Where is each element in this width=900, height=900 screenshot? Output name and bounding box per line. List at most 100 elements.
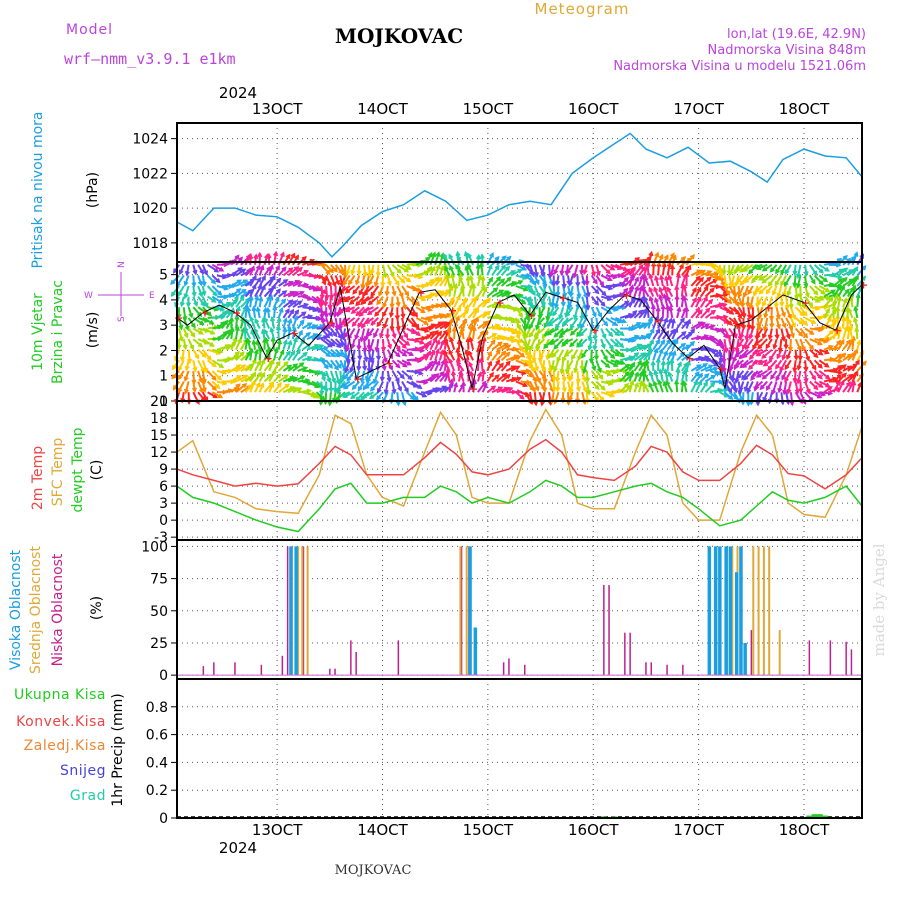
wind-arrow-head [534,335,539,342]
wind-arrow-head [498,362,504,368]
wind-arrow-head [268,294,274,300]
wind-arrow [552,306,560,316]
low-cloud-bar [334,668,336,676]
high-cloud-bar [289,546,293,676]
wind-arrow [614,338,624,348]
meteogram-title: Meteogram [535,0,630,18]
mid-cloud-bar [731,546,734,676]
wind-arrow-head [429,330,435,337]
wind-arrow [832,268,844,277]
wind-arrow-head [178,269,184,276]
wind-arrow [548,306,555,317]
wind-arrow-head [558,333,564,339]
wind-arrow [600,349,608,361]
wind-arrow [244,384,253,393]
wind-arrow [424,361,434,372]
temperature-ytick-21: 21 [150,394,168,410]
wind-arrow-head [677,361,682,367]
wind-arrow [254,254,258,265]
wind-arrow [744,274,754,284]
wind-arrow [794,338,802,351]
wind-arrow [595,370,604,380]
wind-arrow-head [674,284,680,291]
wind-arrow-head [669,264,676,270]
wind-arrow [794,381,799,394]
wind-arrow-head [492,287,499,293]
wind-arrow-head [729,309,735,315]
precip-ytick-0.4: 0.4 [146,755,168,771]
high-cloud-bar [734,572,739,676]
wind-arrow [676,317,685,330]
wind-arrow [345,285,356,294]
wind-arrow-head [395,345,401,351]
wind-arrow-head [643,275,649,282]
wind-arrow [249,358,257,372]
wind-arrow [342,328,347,339]
wind-arrow [704,382,716,393]
low-cloud-bar [808,640,811,676]
wind-arrow-head [373,281,379,288]
wind-arrow-head [534,343,541,349]
wind-arrow-head [494,374,500,380]
precip-bar [822,815,829,818]
wind-arrow-head [670,317,676,324]
wind-arrow [558,306,565,319]
wind-arrow-head [256,276,262,283]
wind-arrow [177,381,185,393]
wind-arrow-head [695,275,701,281]
wind-arrow [600,306,612,315]
wind-arrow-head [820,289,826,295]
wind-arrow [316,346,328,351]
wind-arrow-head [555,387,561,393]
wind-arrow [230,337,237,351]
wind-arrow-head [375,272,381,278]
wind-arrow-head [531,357,537,363]
wind-arrow-head [691,286,697,293]
wind-arrow [266,308,271,319]
wind-arrow [197,348,207,358]
wind-arrow [819,295,831,300]
wind-arrow-head [623,276,629,283]
wind-arrow-head [505,360,511,366]
wind-arrow [535,338,546,349]
wind-arrow [666,339,676,351]
wind-arrow [546,307,550,320]
wind-arrow [329,370,336,383]
wind-arrow [837,327,842,340]
wind-arrow-head [600,301,606,307]
wind-arrow [585,370,589,382]
wind-arrow [638,322,649,330]
wind-arrow-head [571,354,576,361]
wind-arrow [723,285,731,296]
wind-arrow [660,275,664,287]
wind-arrow-head [540,366,547,372]
wind-arrow-head [789,400,795,407]
wind-arrow-head [762,326,768,332]
wind-gust-marker: + [559,291,568,304]
wind-arrow-head [624,300,630,306]
wind-arrow-head [761,278,767,284]
wind-arrow-head [362,290,369,296]
wind-arrow-head [859,253,864,259]
low-cloud-bar [603,585,605,676]
wind-arrow [500,351,511,362]
wind-arrow [333,296,337,307]
wind-arrow-head [591,312,597,318]
wind-arrow-head [516,389,523,395]
wind-arrow [648,382,655,393]
wind-arrow-head [561,356,567,363]
wind-arrow [529,264,535,277]
wind-arrow-head [325,352,331,358]
wind-arrow [581,296,587,309]
wind-arrow-head [343,332,349,339]
wind-arrow [306,333,318,340]
wind-arrow-head [528,332,534,339]
wind-arrow-head [644,358,650,365]
wind-arrow-head [710,374,717,380]
wind-arrow [832,374,842,383]
wind-arrow [339,295,351,303]
wind-arrow [700,307,711,319]
wind-arrow [319,296,323,308]
wind-arrow [762,263,773,272]
wind-arrow-head [796,378,802,385]
